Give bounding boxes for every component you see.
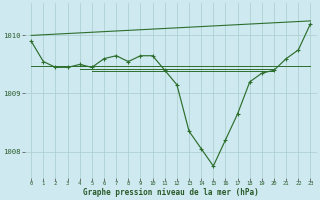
X-axis label: Graphe pression niveau de la mer (hPa): Graphe pression niveau de la mer (hPa) — [83, 188, 259, 197]
